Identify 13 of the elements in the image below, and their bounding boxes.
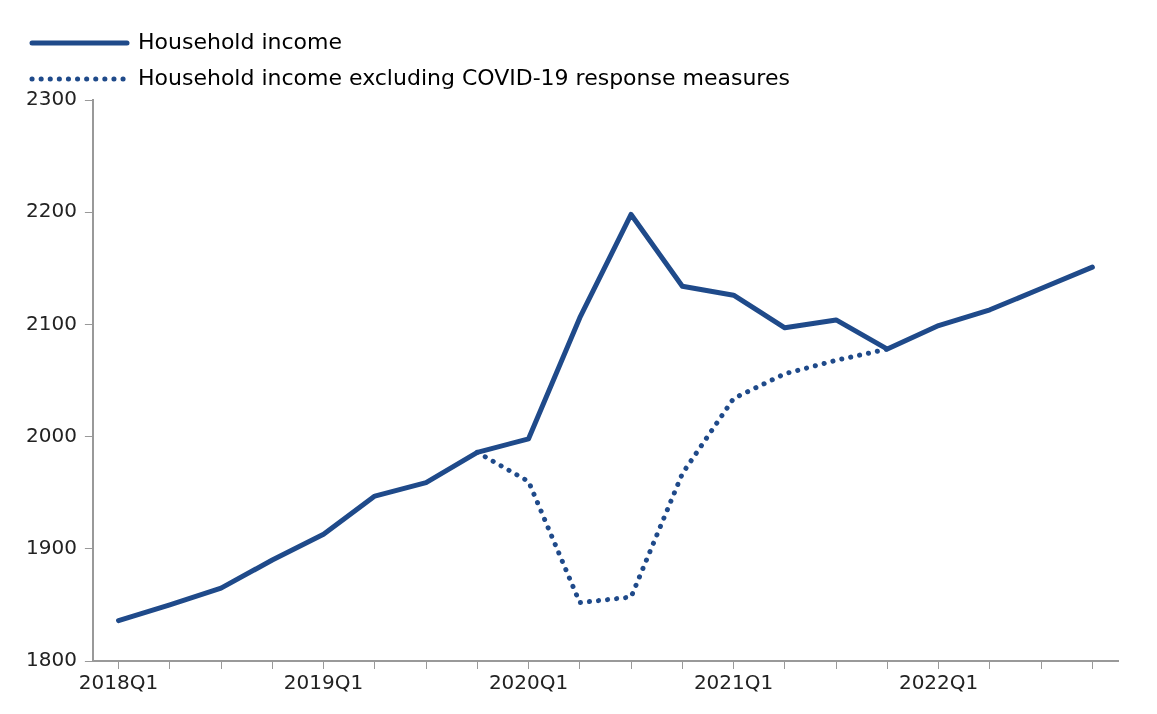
y-tick-label: 2100 xyxy=(25,310,77,335)
x-tick-label: 2020Q1 xyxy=(488,670,569,695)
legend-label: Household income xyxy=(138,28,342,54)
y-tick-label: 2300 xyxy=(25,86,77,111)
legend-label: Household income excluding COVID-19 response measures xyxy=(138,64,790,90)
y-tick-label: 1800 xyxy=(25,647,77,672)
x-tick-label: 2019Q1 xyxy=(283,670,364,695)
y-tick-label: 1900 xyxy=(25,535,77,559)
y-tick-label: 2200 xyxy=(25,198,77,223)
x-tick-label: 2018Q1 xyxy=(78,670,159,695)
y-tick-label: 2000 xyxy=(25,422,77,447)
x-tick-label: 2021Q1 xyxy=(693,670,774,695)
x-tick-label: 2022Q1 xyxy=(898,670,979,695)
